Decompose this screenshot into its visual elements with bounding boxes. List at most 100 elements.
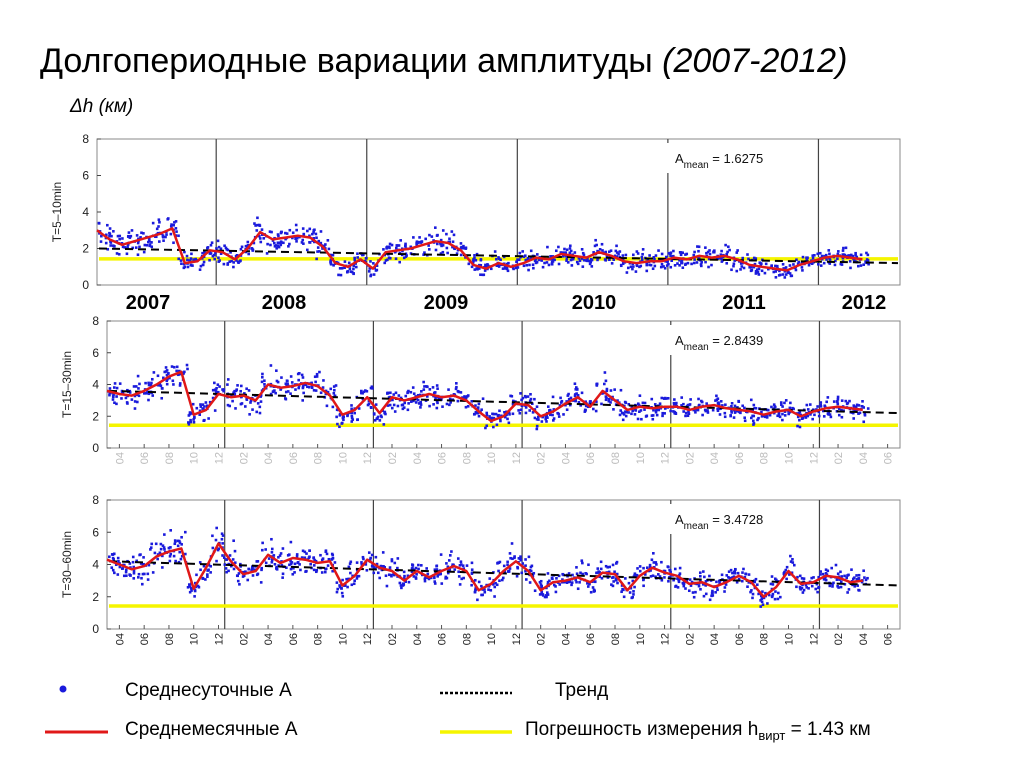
daily-point	[832, 581, 835, 585]
daily-point	[372, 412, 376, 415]
daily-point	[506, 269, 510, 273]
daily-point	[778, 415, 782, 419]
daily-point	[206, 573, 209, 576]
daily-point	[319, 241, 323, 245]
daily-point	[556, 411, 559, 415]
daily-point	[372, 571, 376, 575]
daily-point	[456, 557, 460, 560]
daily-point	[784, 273, 788, 276]
daily-point	[785, 577, 788, 581]
daily-point	[474, 588, 477, 592]
daily-point	[458, 583, 462, 586]
daily-point	[531, 574, 535, 577]
daily-point	[355, 561, 359, 564]
daily-point	[395, 246, 398, 250]
daily-point	[453, 568, 457, 571]
daily-point	[546, 245, 549, 249]
daily-point	[559, 396, 562, 400]
daily-point	[108, 232, 112, 236]
daily-point	[183, 370, 186, 374]
daily-point	[213, 257, 216, 261]
daily-point	[622, 588, 625, 592]
daily-point	[539, 579, 543, 583]
daily-point	[575, 392, 578, 395]
daily-point	[269, 364, 273, 367]
daily-point	[402, 256, 406, 260]
daily-point	[318, 250, 321, 253]
daily-point	[638, 569, 642, 573]
daily-point	[511, 412, 515, 416]
daily-point	[339, 273, 343, 277]
daily-point	[121, 245, 125, 249]
daily-point	[784, 399, 788, 402]
daily-point	[635, 250, 639, 253]
daily-point	[845, 402, 849, 406]
daily-point	[159, 542, 163, 546]
daily-point	[754, 269, 758, 273]
daily-point	[218, 385, 221, 388]
daily-point	[836, 395, 840, 399]
daily-point	[561, 251, 565, 254]
daily-point	[741, 256, 745, 260]
monthly-line	[106, 370, 863, 423]
daily-point	[411, 564, 415, 567]
daily-point	[520, 571, 524, 575]
daily-point	[682, 584, 686, 588]
daily-point	[866, 407, 870, 410]
daily-point	[117, 252, 121, 256]
daily-point	[291, 236, 294, 240]
daily-point	[866, 259, 870, 262]
daily-point	[719, 256, 722, 260]
daily-point	[605, 389, 609, 393]
daily-point	[757, 592, 760, 596]
daily-point	[369, 386, 373, 390]
daily-point	[535, 253, 539, 256]
daily-point	[263, 382, 266, 386]
daily-point	[561, 578, 564, 581]
y-tick-label: 4	[82, 205, 89, 219]
daily-point	[491, 412, 494, 416]
daily-point	[795, 585, 798, 589]
daily-point	[816, 252, 820, 256]
daily-point	[736, 406, 739, 409]
daily-point	[441, 250, 445, 254]
x-tick-label: 12	[808, 633, 820, 645]
daily-point	[174, 559, 177, 563]
daily-point	[782, 267, 786, 270]
daily-point	[529, 569, 533, 573]
daily-point	[705, 251, 708, 255]
daily-point	[723, 586, 727, 589]
y-tick-label: 8	[82, 132, 89, 146]
daily-point	[521, 250, 524, 253]
daily-point	[474, 404, 477, 407]
daily-point	[575, 566, 578, 569]
daily-point	[296, 561, 300, 564]
daily-point	[651, 417, 655, 421]
daily-point	[828, 258, 832, 261]
daily-point	[286, 379, 289, 383]
daily-point	[702, 570, 705, 573]
daily-point	[692, 595, 696, 599]
daily-point	[836, 252, 840, 256]
daily-point	[306, 385, 309, 389]
daily-point	[216, 383, 220, 386]
x-tick-label: 12	[362, 633, 374, 645]
daily-point	[473, 268, 477, 271]
daily-point	[419, 400, 423, 404]
daily-point	[204, 578, 207, 581]
daily-point	[466, 405, 470, 408]
daily-point	[653, 264, 657, 268]
daily-point	[189, 418, 192, 422]
y-tick-label: 6	[92, 346, 99, 360]
daily-point	[350, 411, 353, 415]
daily-point	[455, 385, 458, 389]
daily-point	[108, 393, 111, 397]
daily-point	[666, 396, 670, 400]
daily-point	[629, 265, 633, 269]
daily-point	[332, 391, 336, 395]
daily-point	[691, 591, 695, 594]
daily-point	[584, 571, 587, 575]
daily-point	[628, 591, 632, 594]
daily-point	[783, 276, 787, 279]
daily-point	[301, 399, 305, 402]
